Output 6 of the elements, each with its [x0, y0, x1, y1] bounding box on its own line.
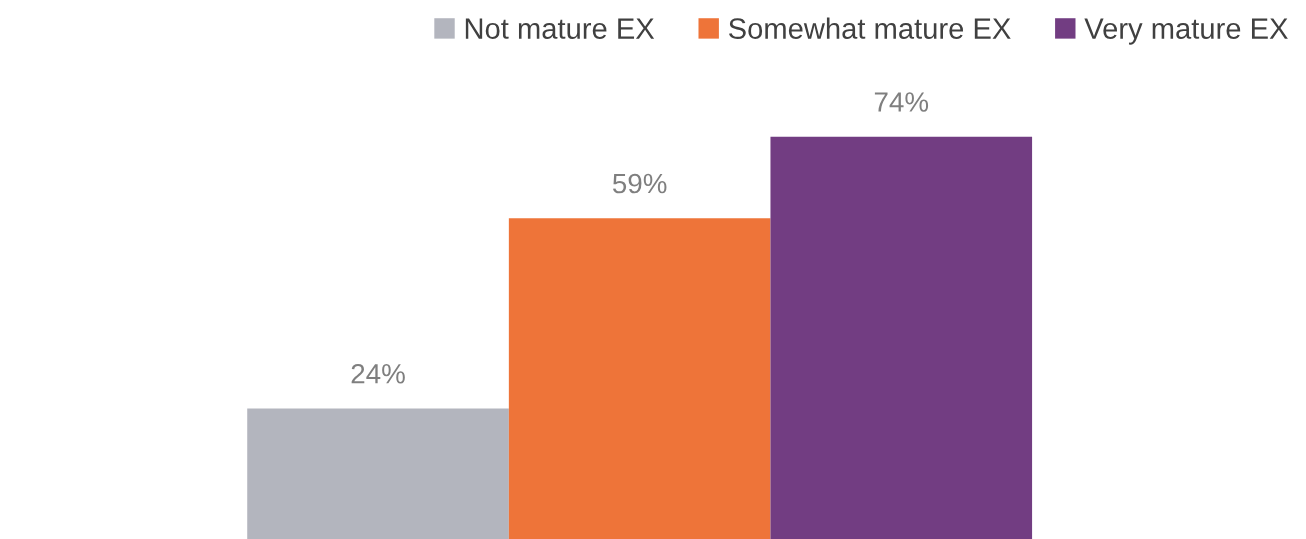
legend-label: Somewhat mature EX — [728, 17, 1011, 39]
data-label: 74% — [874, 92, 929, 112]
legend-label: Very mature EX — [1084, 18, 1288, 45]
data-label: 24% — [351, 363, 405, 384]
data-label: 59% — [612, 173, 667, 194]
legend-label: Not mature EX — [465, 18, 655, 39]
